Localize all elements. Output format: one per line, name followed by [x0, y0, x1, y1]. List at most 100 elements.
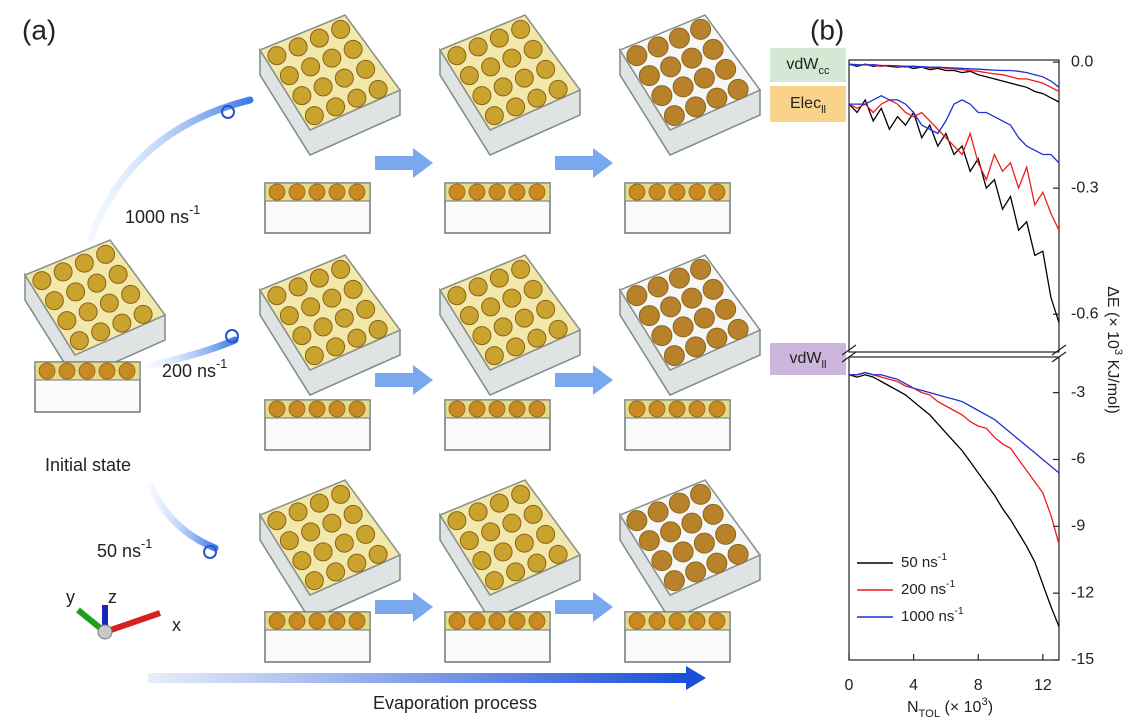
rate-label-part: -1: [141, 537, 152, 551]
panel-label: (a): [22, 14, 56, 45]
particle: [716, 524, 736, 544]
section-particle: [489, 184, 505, 200]
particle: [485, 347, 503, 365]
x-axis-label-part: N: [907, 699, 919, 716]
particle: [335, 69, 353, 87]
particle: [549, 80, 567, 98]
particle: [348, 554, 366, 572]
section-particle: [689, 613, 705, 629]
section-particle: [309, 401, 325, 417]
particle: [88, 274, 106, 292]
particle: [280, 67, 298, 85]
particle: [627, 46, 647, 66]
particle: [682, 513, 702, 533]
particle: [524, 505, 542, 523]
particle: [293, 552, 311, 570]
particle: [707, 553, 727, 573]
particle: [97, 245, 115, 263]
particle: [122, 285, 140, 303]
legend-label: 50 ns-1: [901, 551, 947, 571]
rate-label: 1000 ns-1: [125, 203, 200, 226]
particle: [460, 67, 478, 85]
particle: [289, 503, 307, 521]
y-axis-label-part: KJ/mol): [1104, 355, 1121, 414]
section-particle: [529, 184, 545, 200]
particle: [682, 48, 702, 68]
x-tick-label: 0: [845, 677, 854, 694]
particle: [460, 532, 478, 550]
section-particle: [119, 363, 135, 379]
section-particle: [489, 401, 505, 417]
particle: [305, 347, 323, 365]
section-particle: [449, 613, 465, 629]
section-particle: [669, 613, 685, 629]
particle: [507, 563, 525, 581]
particle: [686, 562, 706, 582]
particle: [302, 298, 320, 316]
axis-letter: x: [172, 615, 181, 635]
particle: [669, 268, 689, 288]
particle: [332, 20, 350, 38]
particle: [305, 107, 323, 125]
particle: [473, 552, 491, 570]
particle: [512, 485, 530, 503]
particle: [673, 317, 693, 337]
particle: [507, 98, 525, 116]
rate-label-part: 200 ns: [162, 361, 216, 381]
section-particle: [309, 184, 325, 200]
legend-label-part: -1: [954, 605, 963, 617]
particle: [280, 532, 298, 550]
curve-label-part: ll: [821, 104, 826, 116]
particle: [332, 260, 350, 278]
section-particle: [649, 184, 665, 200]
particle: [515, 534, 533, 552]
section-particle: [449, 184, 465, 200]
x-tick-label: 4: [909, 677, 918, 694]
section-particle: [669, 401, 685, 417]
step-arrow: [375, 365, 433, 395]
legend-label-part: 50 ns: [901, 554, 938, 571]
legend-label: 200 ns-1: [901, 578, 956, 598]
particle: [357, 525, 375, 543]
particle: [490, 269, 508, 287]
particle: [302, 523, 320, 541]
section-particle: [309, 613, 325, 629]
y-axis-label: ΔE (× 103 KJ/mol): [1104, 286, 1124, 414]
axis-origin: [98, 625, 112, 639]
caption: Evaporation process: [373, 693, 537, 713]
curve-label-part: vdW: [790, 350, 823, 367]
particle: [528, 329, 546, 347]
rate-label: 200 ns-1: [162, 357, 227, 380]
particle: [357, 300, 375, 318]
particle: [716, 59, 736, 79]
legend-label-part: -1: [938, 551, 947, 563]
particle: [70, 332, 88, 350]
y-axis-label-part: ΔE (× 10: [1104, 286, 1121, 349]
step-arrow: [375, 148, 433, 178]
particle: [92, 323, 110, 341]
particle: [639, 66, 659, 86]
particle: [323, 289, 341, 307]
section-particle: [289, 401, 305, 417]
particle: [549, 320, 567, 338]
particle: [639, 531, 659, 551]
section-particle: [329, 184, 345, 200]
particle: [691, 484, 711, 504]
section-particle: [329, 613, 345, 629]
particle: [648, 277, 668, 297]
section-particle: [349, 613, 365, 629]
particle: [694, 308, 714, 328]
particle: [512, 260, 530, 278]
particle: [289, 278, 307, 296]
particle: [507, 338, 525, 356]
particle: [673, 77, 693, 97]
particle: [469, 503, 487, 521]
particle: [302, 58, 320, 76]
section-particle: [99, 363, 115, 379]
section-particle: [79, 363, 95, 379]
series-line: [849, 100, 1059, 230]
x-axis-label-part: TOL: [919, 708, 941, 717]
particle: [448, 512, 466, 530]
particle: [314, 318, 332, 336]
particle: [280, 307, 298, 325]
